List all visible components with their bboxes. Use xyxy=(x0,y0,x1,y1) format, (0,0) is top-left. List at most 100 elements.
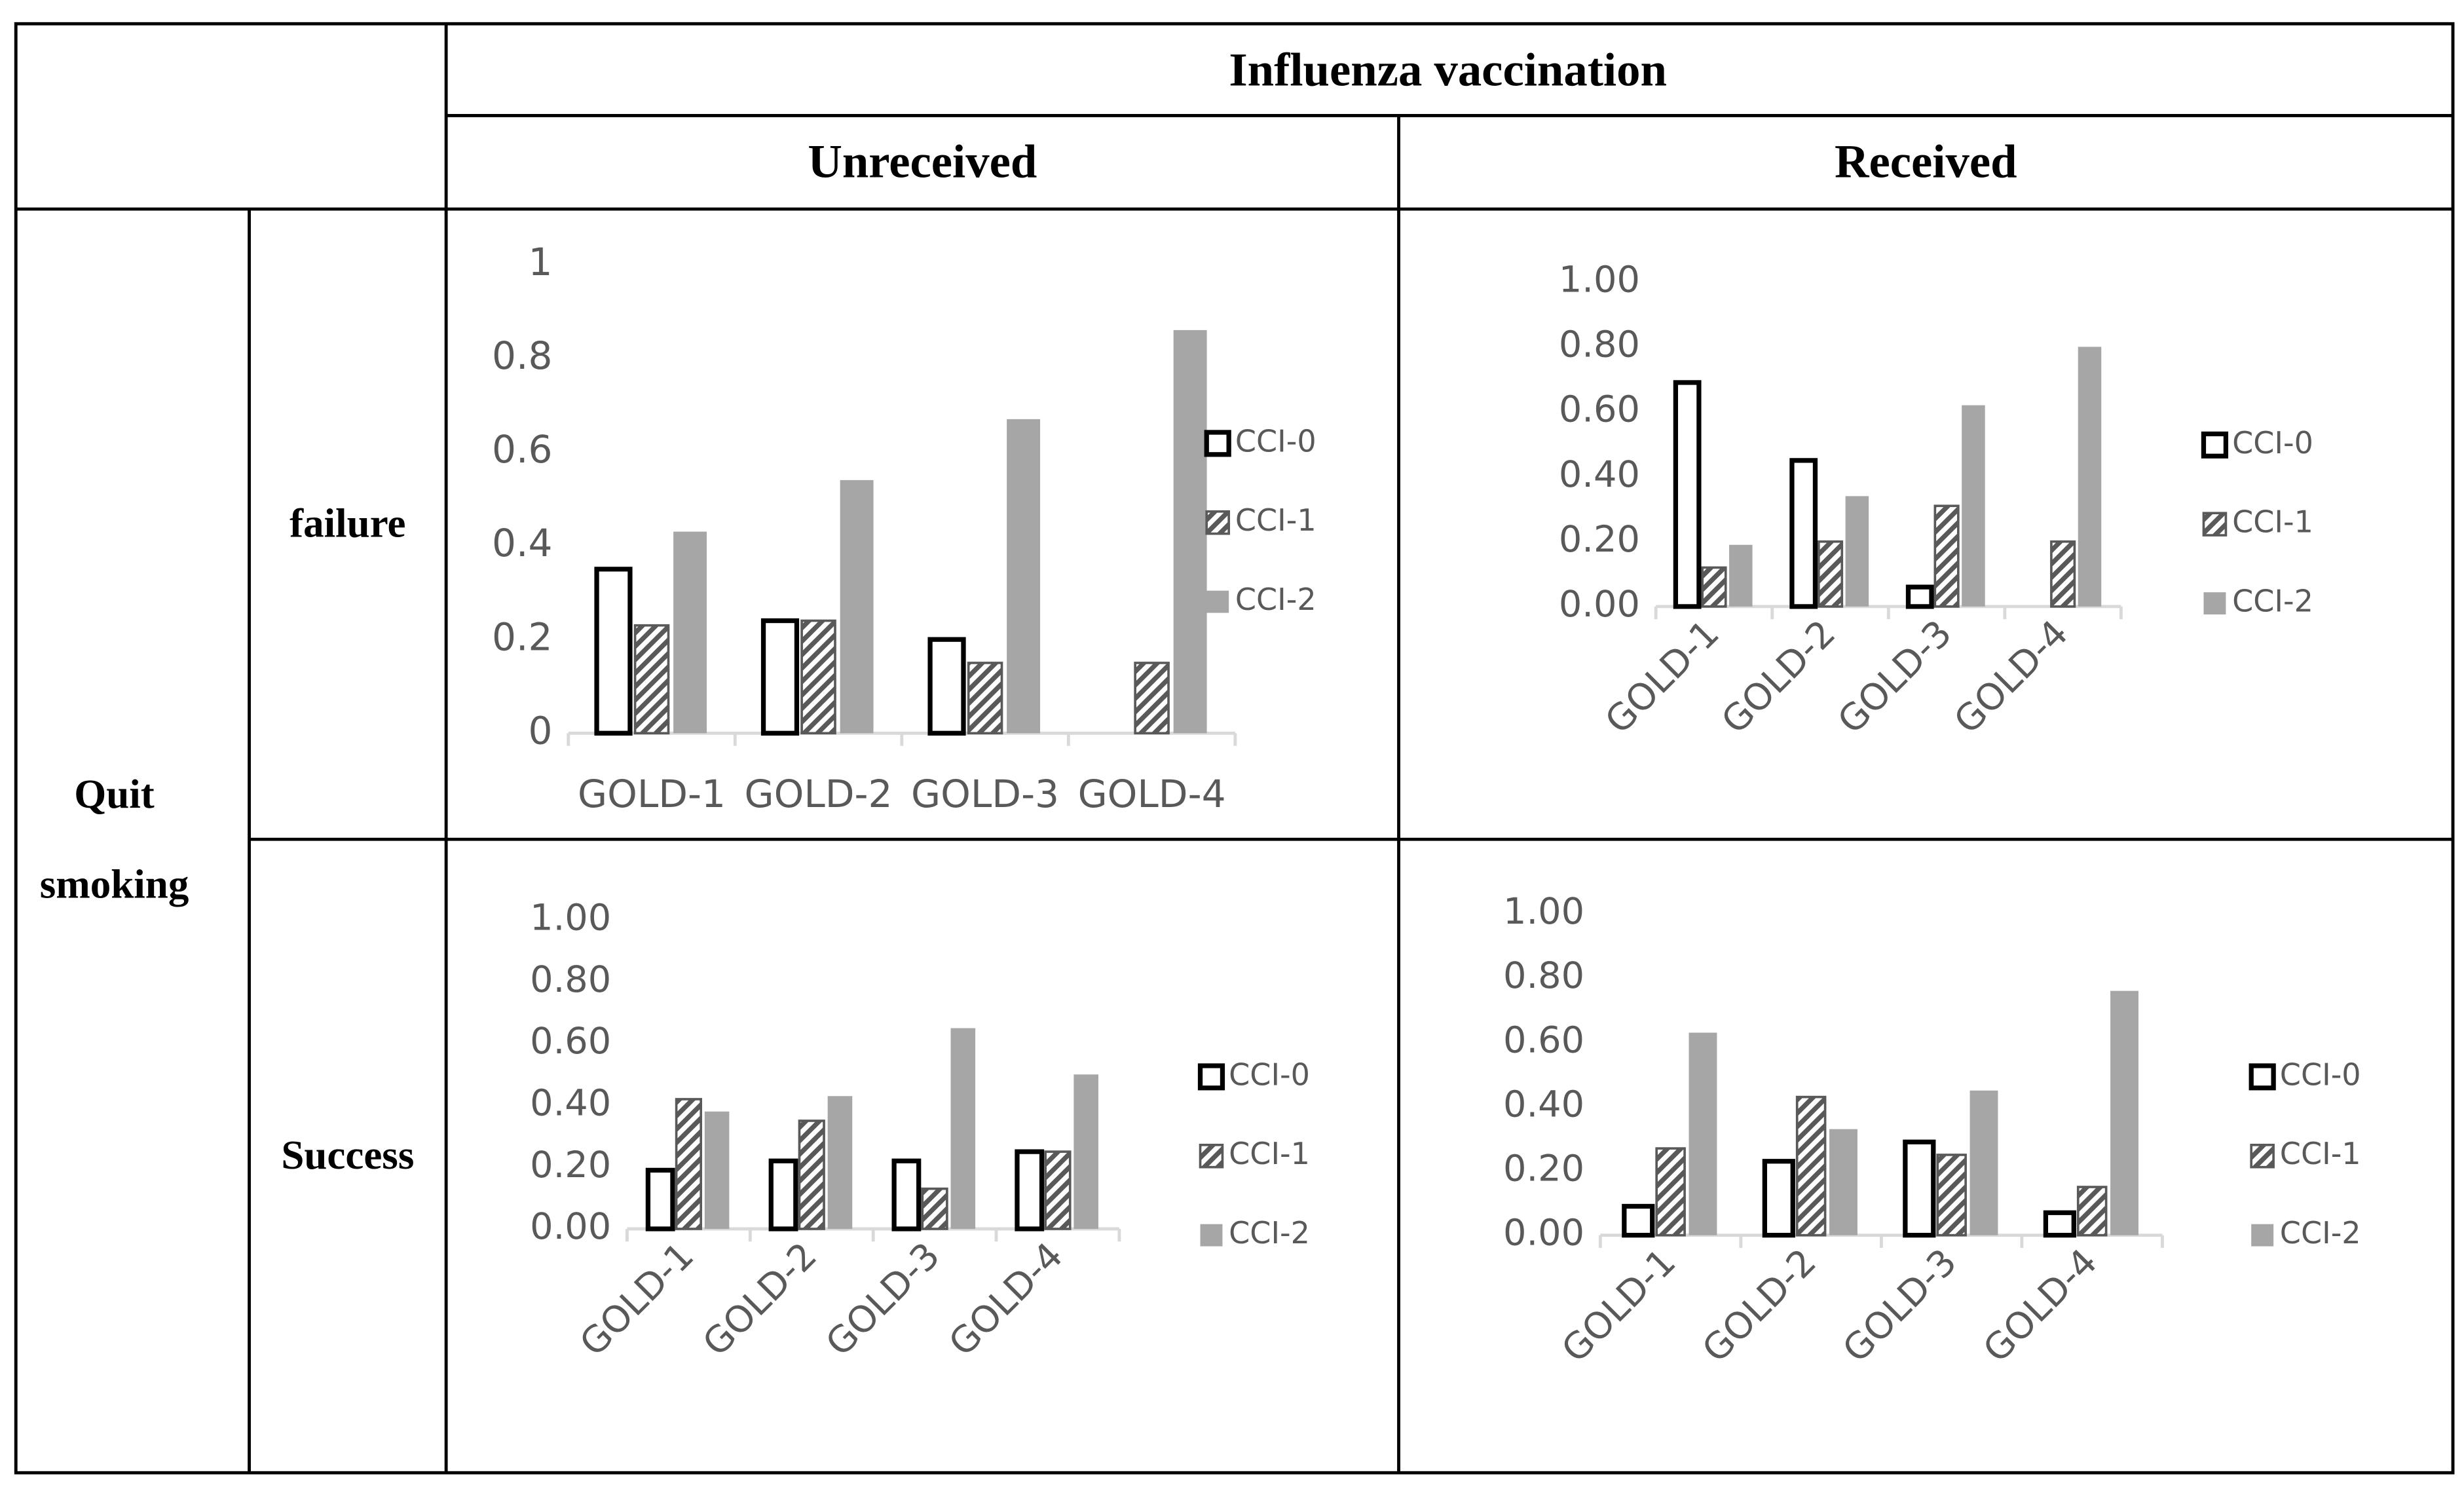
y-tick-label: 1 xyxy=(529,240,553,284)
y-tick-label: 1.00 xyxy=(530,897,611,939)
x-tick-label: GOLD-4 xyxy=(1946,612,2076,742)
bar xyxy=(2110,990,2138,1235)
y-tick-label: 0.20 xyxy=(530,1144,611,1186)
y-tick-label: 0.2 xyxy=(492,614,552,659)
bar xyxy=(1789,458,1818,609)
bar xyxy=(798,1120,825,1230)
x-tick-label: GOLD-2 xyxy=(1713,612,1844,742)
bar xyxy=(1729,544,1753,607)
legend-swatch xyxy=(2202,512,2228,536)
y-tick-label: 1.00 xyxy=(1503,890,1584,933)
x-tick-label: GOLD-4 xyxy=(1078,772,1226,816)
bar xyxy=(1007,419,1041,734)
bar xyxy=(1936,1154,1967,1237)
y-tick-label: 0.00 xyxy=(1503,1212,1584,1254)
bar xyxy=(1903,1139,1936,1238)
bar xyxy=(2043,1210,2076,1238)
row-group-header: Quit xyxy=(74,771,155,817)
y-tick-label: 0.4 xyxy=(492,521,552,565)
x-tick-label: GOLD-3 xyxy=(911,772,1059,816)
legend-label: CCI-1 xyxy=(2232,504,2313,540)
y-tick-label: 0.60 xyxy=(1503,1019,1584,1061)
bar xyxy=(645,1167,675,1232)
bar xyxy=(1044,1150,1072,1230)
bar xyxy=(704,1111,730,1229)
row-header: failure xyxy=(289,500,405,546)
row-group-header: smoking xyxy=(40,861,189,907)
y-tick-label: 0.40 xyxy=(1559,453,1640,496)
legend-swatch xyxy=(2201,431,2229,459)
x-tick-label: GOLD-2 xyxy=(1694,1241,1825,1371)
legend-label: CCI-0 xyxy=(1229,1057,1310,1092)
y-tick-label: 0.80 xyxy=(530,958,611,1001)
bar xyxy=(1829,1129,1857,1235)
bar xyxy=(2050,540,2076,608)
y-tick-label: 0.40 xyxy=(530,1082,611,1125)
legend-label: CCI-1 xyxy=(1229,1136,1310,1171)
table-border xyxy=(14,22,2455,1475)
bar xyxy=(1701,566,1727,608)
bar xyxy=(967,662,1003,735)
bar xyxy=(1795,1095,1827,1237)
legend-label: CCI-2 xyxy=(2280,1215,2361,1251)
row-header: Success xyxy=(281,1132,414,1178)
bar xyxy=(891,1158,922,1232)
x-tick-label: GOLD-1 xyxy=(578,772,726,816)
legend-label: CCI-2 xyxy=(2232,584,2313,619)
bar xyxy=(1134,662,1170,735)
x-tick-label: GOLD-3 xyxy=(1830,612,1960,742)
legend-swatch xyxy=(1200,1224,1223,1247)
bar xyxy=(1689,1032,1717,1235)
bar xyxy=(827,1096,853,1229)
legend-label: CCI-2 xyxy=(1229,1215,1310,1251)
legend-label: CCI-0 xyxy=(2232,425,2313,461)
x-tick-label: GOLD-2 xyxy=(695,1234,825,1365)
bar xyxy=(1969,1090,1998,1235)
y-tick-label: 0.00 xyxy=(530,1205,611,1248)
legend-swatch xyxy=(1204,430,1231,457)
x-tick-label: GOLD-2 xyxy=(745,772,893,816)
bar xyxy=(1933,504,1960,608)
y-tick-label: 0.80 xyxy=(1503,954,1584,997)
x-tick-label: GOLD-1 xyxy=(1554,1241,1684,1371)
y-tick-label: 0.00 xyxy=(1559,583,1640,626)
bar xyxy=(1962,405,1985,607)
x-tick-label: GOLD-3 xyxy=(1835,1241,1965,1371)
bar xyxy=(1845,496,1869,607)
y-tick-label: 0 xyxy=(529,708,553,753)
x-tick-label: GOLD-4 xyxy=(1975,1241,2106,1371)
bar xyxy=(1622,1203,1655,1238)
bar xyxy=(927,637,966,736)
bar xyxy=(594,567,633,736)
bar xyxy=(675,1098,703,1230)
x-tick-label: GOLD-1 xyxy=(1597,612,1727,742)
bar xyxy=(633,624,670,735)
column-header: Unreceived xyxy=(808,135,1037,188)
legend-label: CCI-0 xyxy=(2280,1057,2361,1092)
legend-swatch xyxy=(2250,1144,2275,1169)
bar xyxy=(840,480,874,734)
bar xyxy=(800,619,836,735)
bar xyxy=(1673,380,1702,609)
y-tick-label: 0.20 xyxy=(1503,1148,1584,1190)
bar xyxy=(1762,1159,1795,1238)
bar xyxy=(921,1187,948,1230)
bar xyxy=(1173,329,1207,734)
bar xyxy=(1655,1147,1686,1237)
x-tick-label: GOLD-4 xyxy=(941,1234,1071,1365)
bar xyxy=(950,1028,976,1229)
x-tick-label: GOLD-3 xyxy=(818,1234,948,1365)
y-tick-label: 0.80 xyxy=(1559,324,1640,366)
legend-swatch xyxy=(1206,590,1229,613)
legend-swatch xyxy=(1197,1063,1225,1091)
bar xyxy=(760,618,800,736)
bar xyxy=(2076,1186,2108,1237)
bar xyxy=(1015,1149,1045,1232)
bar xyxy=(673,531,707,734)
legend-label: CCI-2 xyxy=(1235,582,1316,617)
y-tick-label: 0.60 xyxy=(1559,388,1640,431)
legend-label: CCI-0 xyxy=(1235,423,1316,459)
bar xyxy=(1905,584,1934,609)
y-tick-label: 0.20 xyxy=(1559,518,1640,561)
